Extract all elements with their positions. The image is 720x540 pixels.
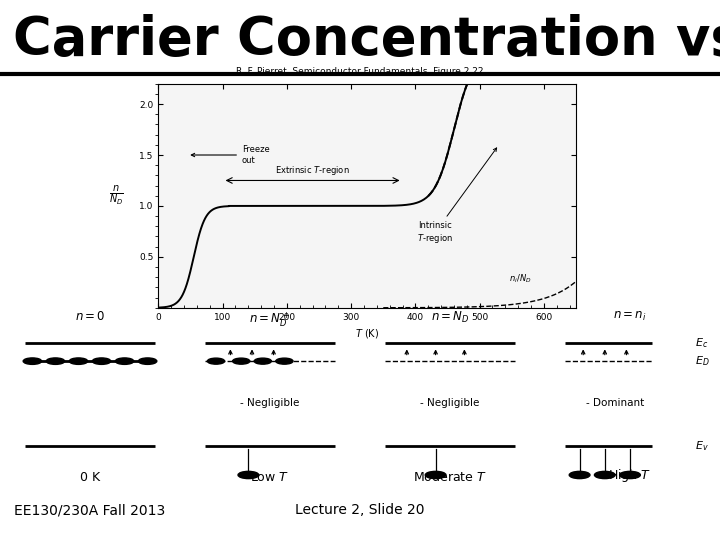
Text: $E_v$: $E_v$ xyxy=(695,438,708,453)
Ellipse shape xyxy=(207,358,225,364)
Text: High $T$: High $T$ xyxy=(608,467,652,484)
Ellipse shape xyxy=(138,358,157,365)
Ellipse shape xyxy=(276,358,293,364)
Text: $E_c$: $E_c$ xyxy=(695,336,708,350)
Text: $n = N_D^+$: $n = N_D^+$ xyxy=(249,310,291,328)
Text: R. F. Pierret, Semiconductor Fundamentals, Figure 2.22: R. F. Pierret, Semiconductor Fundamental… xyxy=(236,67,484,76)
Ellipse shape xyxy=(46,358,65,365)
Text: Extrinsic $T$-region: Extrinsic $T$-region xyxy=(275,164,350,178)
Text: Moderate $T$: Moderate $T$ xyxy=(413,470,487,484)
Text: Freeze
out: Freeze out xyxy=(192,145,270,165)
Ellipse shape xyxy=(69,358,88,365)
X-axis label: $T$ (K): $T$ (K) xyxy=(355,327,379,340)
Ellipse shape xyxy=(115,358,134,365)
Text: EE130/230A Fall 2013: EE130/230A Fall 2013 xyxy=(14,503,166,517)
Text: $n = N_D$: $n = N_D$ xyxy=(431,310,469,325)
Text: $n = n_i$: $n = n_i$ xyxy=(613,310,647,323)
Ellipse shape xyxy=(570,471,590,478)
Ellipse shape xyxy=(254,358,271,364)
Text: Lecture 2, Slide 20: Lecture 2, Slide 20 xyxy=(295,503,425,517)
Text: Low $T$: Low $T$ xyxy=(251,471,289,484)
Ellipse shape xyxy=(595,471,615,478)
Text: Carrier Concentration vs.  Temperature: Carrier Concentration vs. Temperature xyxy=(13,14,720,66)
Text: 0 K: 0 K xyxy=(80,471,100,484)
Ellipse shape xyxy=(238,471,258,478)
Text: - Negligible: - Negligible xyxy=(240,398,300,408)
Text: $n = 0$: $n = 0$ xyxy=(75,310,105,323)
Text: $\frac{n}{N_D}$: $\frac{n}{N_D}$ xyxy=(109,184,124,207)
Ellipse shape xyxy=(426,471,446,478)
Text: - Dominant: - Dominant xyxy=(587,398,644,408)
Text: - Negligible: - Negligible xyxy=(420,398,480,408)
Ellipse shape xyxy=(23,358,42,365)
Ellipse shape xyxy=(620,471,640,478)
Text: $E_D$: $E_D$ xyxy=(695,354,709,368)
Ellipse shape xyxy=(92,358,111,365)
Text: Intrinsic
$T$-region: Intrinsic $T$-region xyxy=(417,148,497,245)
Ellipse shape xyxy=(233,358,250,364)
Text: $n_i / N_D$: $n_i / N_D$ xyxy=(508,273,531,285)
